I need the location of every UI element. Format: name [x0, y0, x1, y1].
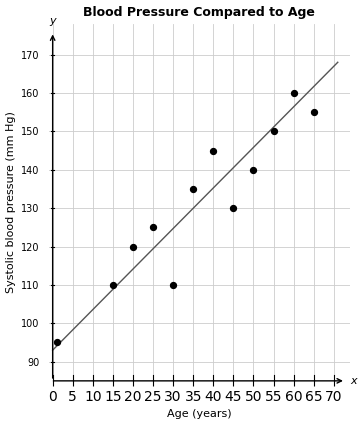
- Point: [130, 243, 136, 250]
- X-axis label: Age (years): Age (years): [167, 409, 232, 419]
- Point: [54, 339, 60, 346]
- Point: [271, 128, 277, 135]
- Point: [170, 281, 176, 288]
- Y-axis label: Systolic blood pressure (mm Hg): Systolic blood pressure (mm Hg): [5, 111, 16, 293]
- Point: [311, 109, 317, 116]
- Point: [150, 224, 156, 231]
- Point: [210, 147, 216, 154]
- Point: [291, 90, 296, 96]
- Text: y: y: [49, 16, 56, 26]
- Point: [190, 186, 196, 193]
- Title: Blood Pressure Compared to Age: Blood Pressure Compared to Age: [83, 6, 315, 19]
- Point: [251, 166, 256, 173]
- Point: [231, 205, 236, 212]
- Text: x: x: [350, 376, 357, 386]
- Point: [110, 281, 116, 288]
